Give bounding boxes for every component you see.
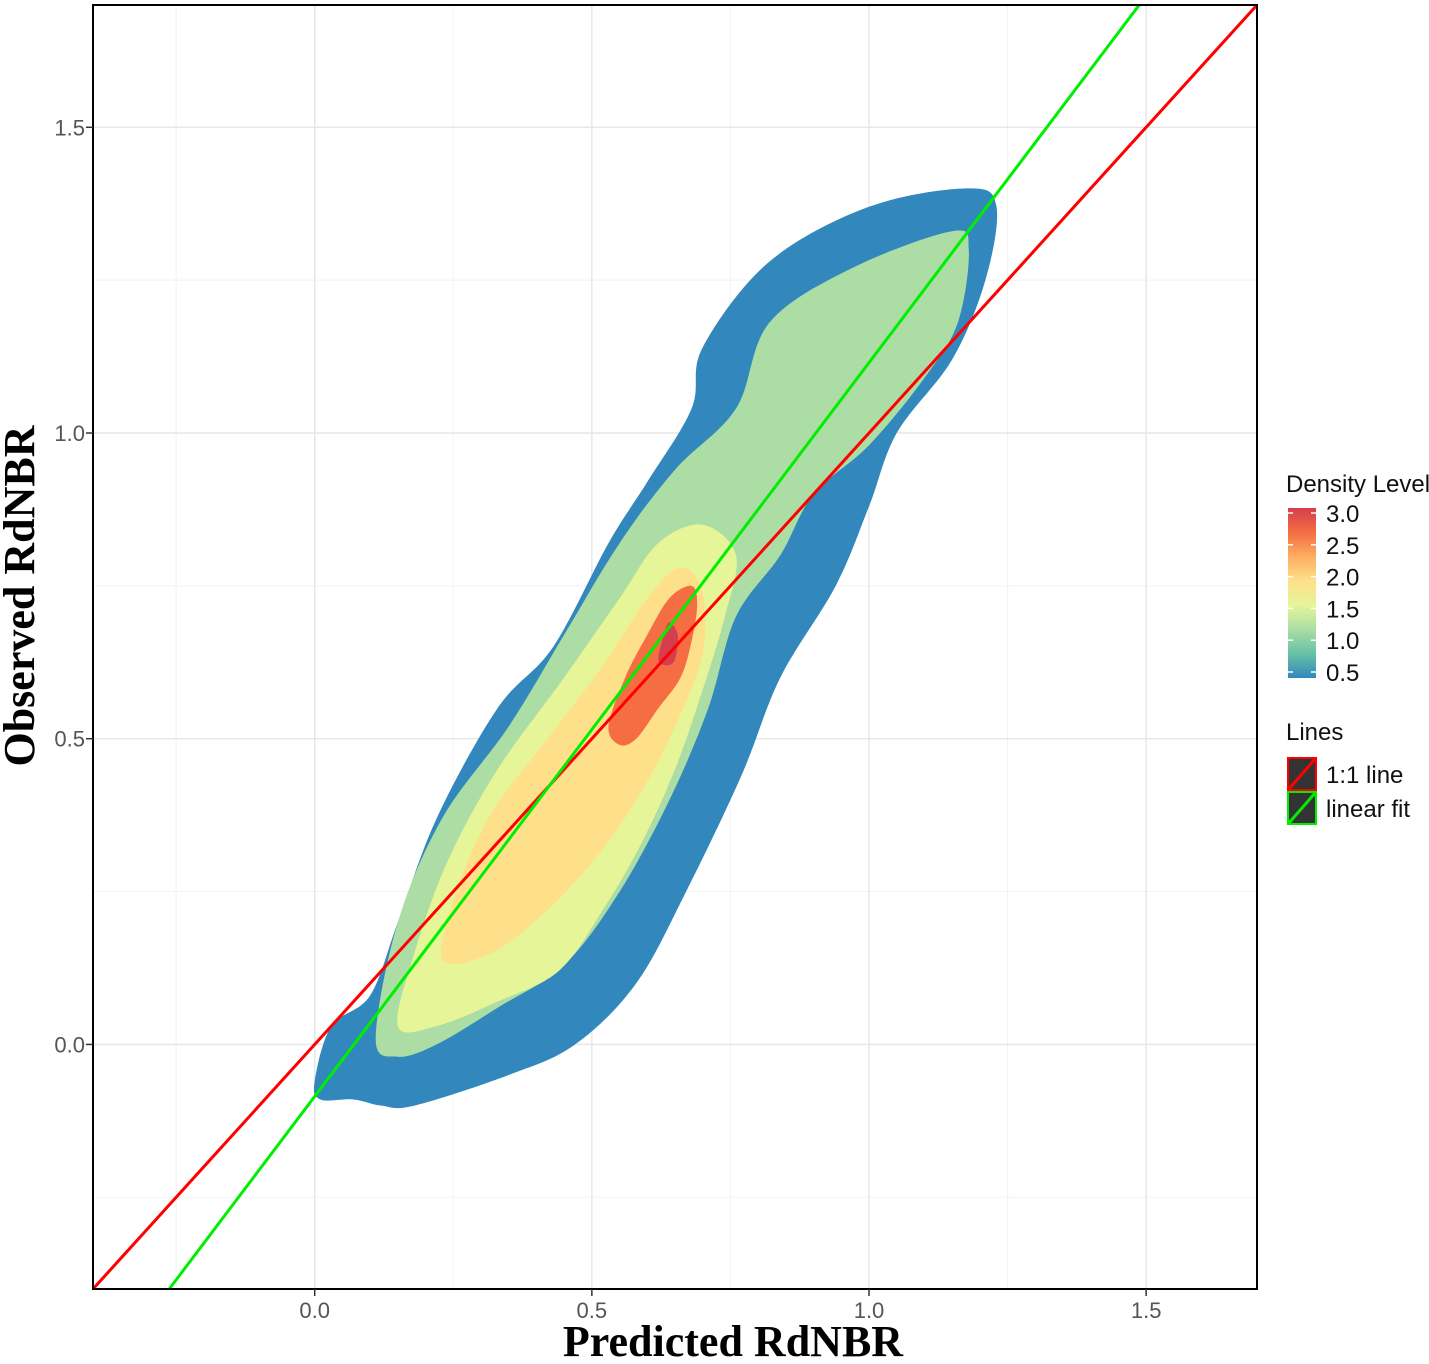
y-tick-label: 1.0 <box>54 421 85 446</box>
one-to-one-line <box>93 5 1257 1289</box>
x-tick-label: 1.5 <box>1131 1298 1162 1323</box>
linear-fit-line <box>167 5 1142 1289</box>
x-tick-label: 0.5 <box>577 1298 608 1323</box>
density-legend-label: 2.0 <box>1326 565 1359 592</box>
lines-legend: Lines 1:1 line linear fit <box>1286 719 1410 825</box>
density-legend-title: Density Level <box>1286 471 1429 498</box>
lines-legend-key-line <box>1286 757 1318 791</box>
density-colorbar <box>1288 508 1316 678</box>
lines-legend-label: linear fit <box>1326 796 1410 823</box>
density-legend-label: 1.0 <box>1326 628 1359 655</box>
plot-border <box>92 4 1258 1290</box>
density-legend-label: 0.5 <box>1326 660 1359 687</box>
lines-legend-label: 1:1 line <box>1326 762 1403 789</box>
x-axis-title: Predicted RdNBR <box>563 1317 904 1364</box>
x-tick-label: 1.0 <box>854 1298 885 1323</box>
lines-legend-title: Lines <box>1286 719 1343 746</box>
density-contour-3 <box>658 622 679 666</box>
y-tick-label: 1.5 <box>54 115 85 140</box>
y-axis-title: Observed RdNBR <box>0 424 44 766</box>
density-legend: Density Level 3.0 2.5 2.0 1.5 1.0 0.5 <box>1286 471 1429 687</box>
y-tick-label: 0.5 <box>54 727 85 752</box>
density-contour-2-5 <box>608 585 698 746</box>
lines-legend-key-line <box>1286 791 1318 825</box>
density-legend-label: 1.5 <box>1326 596 1359 623</box>
x-tick-label: 0.0 <box>299 1298 330 1323</box>
density-legend-label: 2.5 <box>1326 533 1359 560</box>
axis-ticks: 0.0 0.5 1.0 1.5 0.0 0.5 1.0 1.5 <box>54 115 1161 1323</box>
density-legend-label: 3.0 <box>1326 501 1359 528</box>
reference-lines <box>93 5 1257 1289</box>
y-tick-label: 0.0 <box>54 1032 85 1057</box>
